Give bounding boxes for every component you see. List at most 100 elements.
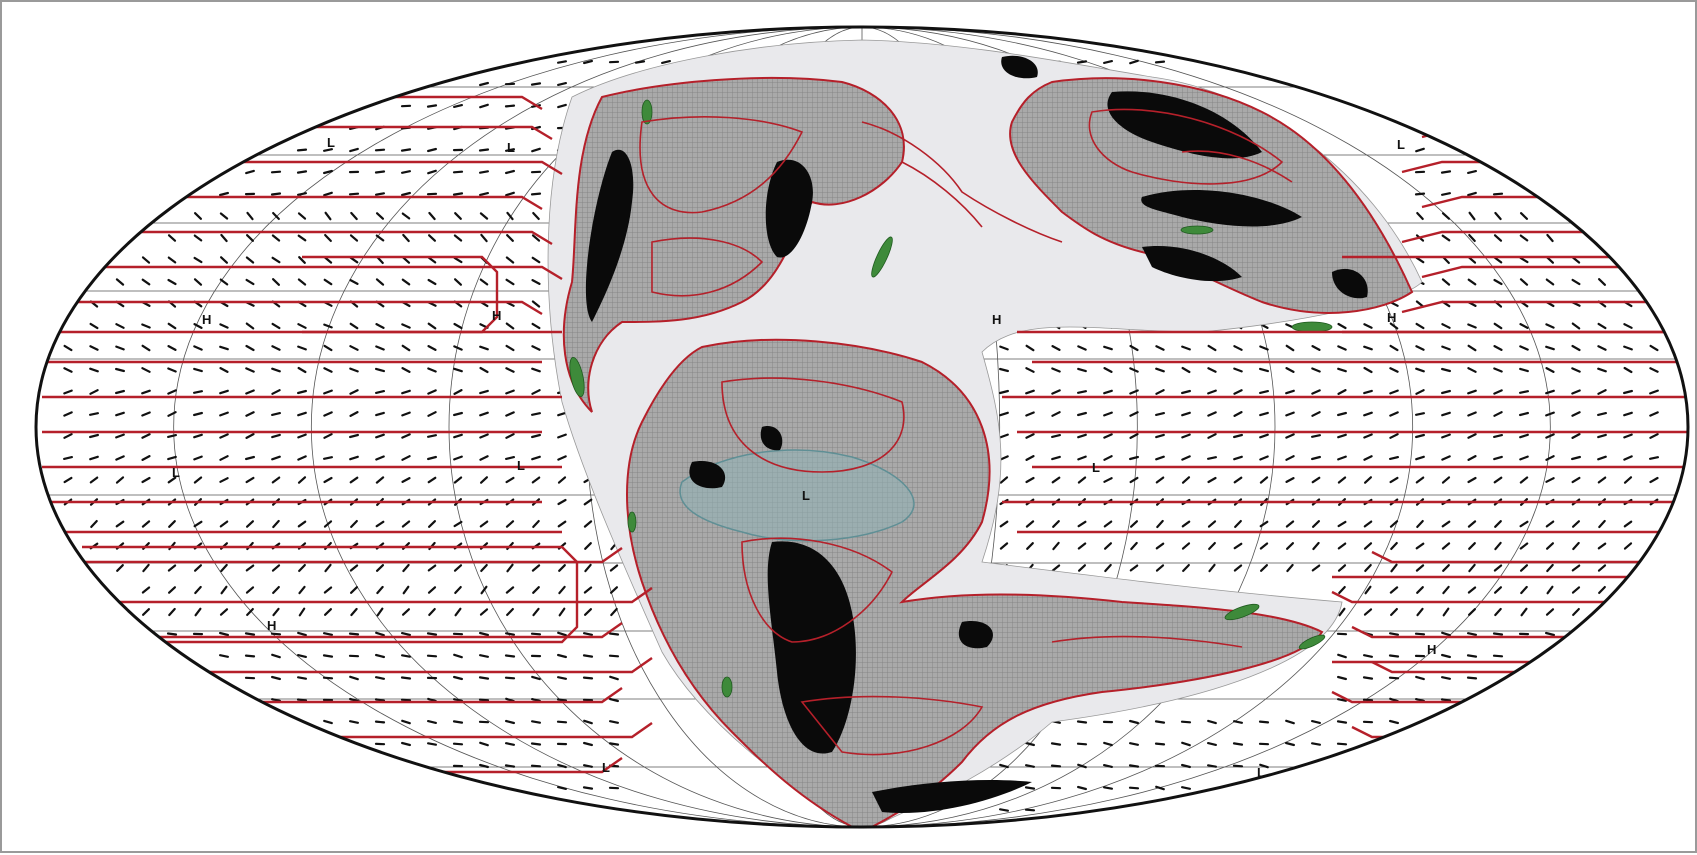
wind-arrow (1520, 391, 1528, 393)
wind-arrow (168, 634, 176, 635)
wind-arrow (1078, 722, 1086, 723)
wind-arrow (428, 656, 436, 657)
wind-arrow (1130, 788, 1138, 789)
wind-arrow (1260, 722, 1268, 723)
wind-arrow (1442, 193, 1450, 195)
wind-arrow (1338, 744, 1346, 745)
pressure-label: L (517, 458, 525, 473)
wind-arrow (428, 105, 436, 106)
wind-arrow (324, 655, 332, 656)
wind-arrow (558, 699, 566, 700)
wind-arrow (584, 765, 592, 767)
wind-arrow (402, 149, 410, 150)
wind-arrow (350, 634, 358, 635)
wind-arrow (584, 633, 592, 635)
wind-arrow (1208, 457, 1216, 459)
wind-arrow (402, 678, 410, 679)
wind-arrow (272, 699, 280, 701)
wind-arrow (350, 194, 358, 195)
wind-arrow (1078, 391, 1086, 393)
wind-arrow (376, 150, 384, 151)
wind-arrow (558, 677, 566, 679)
wind-arrow (1364, 655, 1372, 657)
wind-arrow (584, 655, 592, 656)
pressure-label: H (202, 312, 211, 327)
pressure-label: L (1397, 137, 1405, 152)
wind-arrow (1052, 766, 1060, 767)
wind-arrow (1130, 743, 1138, 745)
wind-arrow (1650, 457, 1658, 459)
wind-arrow (558, 722, 566, 723)
wind-arrow (1130, 765, 1138, 766)
wind-arrow (480, 655, 488, 657)
wind-arrow (506, 656, 514, 657)
wind-arrow (1026, 765, 1034, 767)
wind-arrow (272, 172, 280, 173)
pressure-label: L (172, 465, 180, 480)
wind-arrow (558, 61, 566, 62)
wind-arrow (428, 633, 436, 634)
pressure-label: H (1387, 310, 1396, 325)
wind-arrow (90, 413, 98, 415)
wind-arrow (1156, 744, 1164, 745)
wind-arrow (1026, 787, 1034, 788)
wind-arrow (298, 171, 306, 172)
wind-arrow (1000, 809, 1008, 810)
wind-arrow (298, 700, 306, 701)
wind-arrow (584, 787, 592, 788)
wind-arrow (272, 634, 280, 635)
wind-arrow (324, 457, 332, 459)
wind-arrow (376, 699, 384, 700)
wind-arrow (402, 171, 410, 173)
wind-arrow (1078, 744, 1086, 745)
wind-arrow (1390, 656, 1398, 657)
wind-arrow (506, 678, 514, 679)
wind-arrow (298, 193, 306, 195)
wind-arrow (1390, 678, 1398, 679)
wind-arrow (532, 194, 540, 195)
wind-arrow (1468, 678, 1476, 679)
wind-arrow (1468, 633, 1476, 635)
wind-arrow (610, 634, 618, 635)
wind-arrow (1312, 743, 1320, 744)
wind-arrow (532, 634, 540, 635)
wind-arrow (1208, 765, 1216, 766)
wind-arrow (402, 655, 410, 656)
wind-arrow (1234, 721, 1242, 723)
wind-arrow (532, 83, 540, 84)
wind-arrow (1416, 194, 1424, 195)
wind-arrow (428, 435, 436, 437)
wind-arrow (1104, 787, 1112, 788)
pressure-label: L (327, 135, 335, 150)
wind-arrow (1494, 634, 1502, 635)
wind-arrow (1494, 194, 1502, 195)
wind-arrow (1234, 743, 1242, 744)
wind-arrow (1026, 810, 1034, 811)
wind-arrow (454, 721, 462, 722)
wind-arrow (1338, 721, 1346, 722)
wind-arrow (246, 656, 254, 657)
wind-arrow (610, 721, 618, 723)
wind-arrow (402, 700, 410, 701)
pressure-label: H (992, 312, 1001, 327)
wind-arrow (636, 61, 644, 62)
wind-arrow (1052, 743, 1060, 744)
pressure-label: H (267, 618, 276, 633)
wind-arrow (246, 633, 254, 634)
wind-arrow (506, 765, 514, 766)
wind-arrow (298, 677, 306, 678)
wind-arrow (480, 677, 488, 678)
wind-arrow (454, 699, 462, 701)
wind-arrow (194, 391, 202, 393)
wind-arrow (428, 743, 436, 744)
wind-arrow (272, 194, 280, 195)
wind-arrow (532, 413, 540, 415)
wind-arrow (584, 678, 592, 679)
wind-arrow (376, 172, 384, 173)
wind-arrow (454, 172, 462, 173)
pressure-label: H (1427, 642, 1436, 657)
wind-arrow (1078, 61, 1086, 62)
wind-arrow (298, 150, 306, 151)
wind-arrow (324, 633, 332, 635)
